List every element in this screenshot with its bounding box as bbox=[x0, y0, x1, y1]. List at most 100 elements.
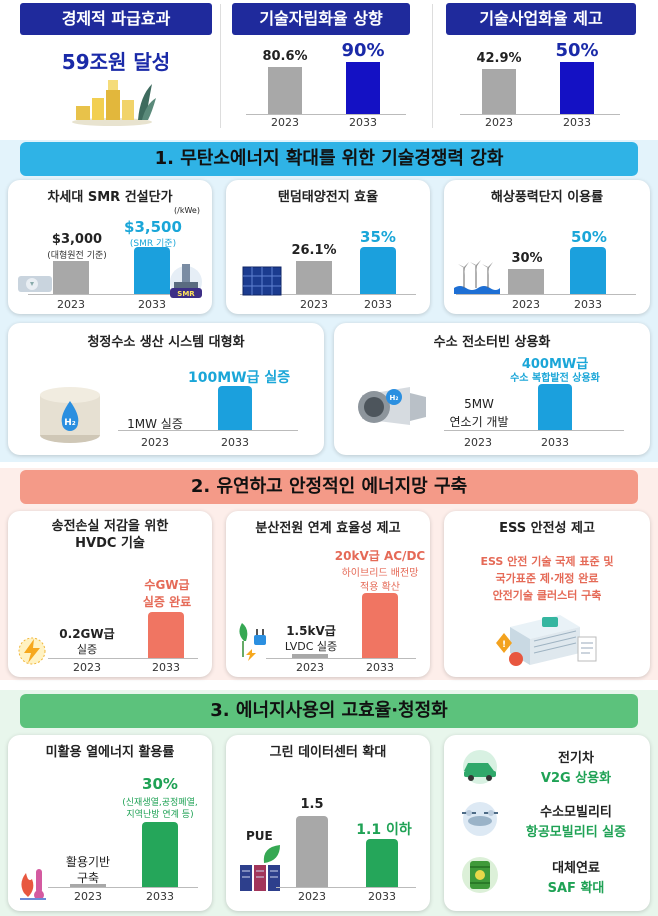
thermometer-icon bbox=[20, 869, 46, 900]
plug-leaf-icon bbox=[239, 623, 266, 661]
card-ess: ESS 안전성 제고 ESS 안전 기술 국제 표준 및 국가표준 제·개정 완… bbox=[444, 511, 650, 677]
gas-turbine-icon: H₂ bbox=[358, 387, 426, 425]
offshore-baseline bbox=[456, 294, 636, 295]
h2prod-bar-2033 bbox=[218, 386, 252, 430]
commercialization-year-2023: 2023 bbox=[485, 116, 513, 129]
self-reliance-label-2023: 80.6% bbox=[262, 49, 308, 64]
smr-year-2033: 2033 bbox=[138, 298, 166, 311]
hvdc-bar-2033 bbox=[148, 612, 184, 658]
h2prod-title: 청정수소 생산 시스템 대형화 bbox=[87, 335, 245, 350]
h2turbine-v1a: 5MW bbox=[464, 397, 494, 411]
card-dist: 분산전원 연계 효율성 제고 1.5kV급 LVDC 실증 20kV급 AC/D… bbox=[226, 511, 430, 677]
dist-v2a: 20kV급 AC/DC bbox=[334, 549, 426, 563]
heat-v2: 30% bbox=[142, 775, 178, 793]
ev-car-icon bbox=[463, 750, 497, 784]
card-h2prod: 청정수소 생산 시스템 대형화 H₂ 1MW 실증 100MW급 실증 2023… bbox=[8, 323, 324, 455]
hvdc-baseline bbox=[48, 658, 198, 659]
dist-v1b: LVDC 실증 bbox=[284, 640, 338, 653]
h2prod-v2: 100MW급 실증 bbox=[188, 370, 291, 386]
heat-v1a: 활용기반 bbox=[65, 855, 111, 869]
h2prod-v1: 1MW 실증 bbox=[127, 417, 183, 431]
heat-title: 미활용 열에너지 활용률 bbox=[45, 745, 175, 760]
h2prod-year-2023: 2023 bbox=[141, 436, 169, 449]
self-reliance-title: 기술자립화율 상향 bbox=[232, 3, 410, 35]
h2turbine-v2a: 400MW급 bbox=[521, 357, 589, 372]
h2turbine-bar-2033 bbox=[538, 384, 572, 430]
ev-sub: V2G 상용화 bbox=[540, 771, 612, 786]
hvdc-v1a: 0.2GW급 bbox=[59, 627, 115, 641]
ess-line-2: 국가표준 제·개정 완료 bbox=[495, 572, 599, 585]
tandem-v2: 35% bbox=[360, 228, 396, 246]
smr-baseline bbox=[28, 294, 198, 295]
offshore-bar-2033 bbox=[570, 247, 606, 294]
card-offshore: 해상풍력단지 이용률 30% 50% 2023 2033 bbox=[444, 180, 650, 314]
h2turbine-year-2033: 2033 bbox=[541, 436, 569, 449]
hvdc-v2b: 실증 완료 bbox=[142, 595, 192, 609]
card-tandem: 탠덤태양전지 효율 26.1% 35% 2023 2033 bbox=[226, 180, 430, 314]
h2m-sub: 항공모빌리티 실증 bbox=[525, 825, 627, 840]
datacenter-year-2023: 2023 bbox=[298, 890, 326, 903]
h2turbine-v1b: 연소기 개발 bbox=[449, 415, 509, 429]
gold-coins-icon bbox=[72, 80, 156, 126]
svg-text:!: ! bbox=[502, 640, 506, 650]
economic-title: 경제적 파급효과 bbox=[20, 3, 212, 35]
section-1-banner: 1. 무탄소에너지 확대를 위한 기술경쟁력 강화 bbox=[20, 142, 638, 176]
h2prod-baseline bbox=[118, 430, 298, 431]
dist-bar-2023 bbox=[292, 654, 328, 658]
offshore-v2: 50% bbox=[571, 228, 607, 246]
heat-v1b: 구축 bbox=[76, 871, 100, 885]
self-reliance-baseline bbox=[246, 114, 406, 115]
h2turbine-v2b: 수소 복합발전 상용화 bbox=[510, 373, 600, 384]
datacenter-v1: 1.5 bbox=[300, 797, 324, 812]
datacenter-v2: 1.1 이하 bbox=[356, 822, 412, 838]
tandem-v1: 26.1% bbox=[291, 243, 337, 258]
heat-bar-2033 bbox=[142, 822, 178, 887]
card-heat: 미활용 열에너지 활용률 활용기반 구축 30% (신재생열,공정폐열, 지역난… bbox=[8, 735, 212, 911]
air-mobility-icon bbox=[462, 802, 498, 836]
smr-unit: (/kWe) bbox=[174, 206, 200, 215]
lightning-icon bbox=[18, 637, 46, 665]
smr-plant-icon: SMR bbox=[170, 264, 202, 298]
card-hvdc: 송전손실 저감을 위한 HVDC 기술 0.2GW급 실증 수GW급 실증 완료… bbox=[8, 511, 212, 677]
datacenter-baseline bbox=[276, 887, 416, 888]
dist-baseline bbox=[266, 658, 416, 659]
pue-label: PUE bbox=[246, 829, 273, 843]
self-reliance-label-2033: 90% bbox=[341, 40, 385, 61]
offshore-v1: 30% bbox=[511, 251, 543, 266]
offshore-bar-2023 bbox=[508, 269, 544, 294]
section-2-banner: 2. 유연하고 안정적인 에너지망 구축 bbox=[20, 470, 638, 504]
dist-v1a: 1.5kV급 bbox=[286, 624, 336, 638]
tandem-year-2033: 2033 bbox=[364, 298, 392, 311]
h2turbine-title: 수소 전소터빈 상용화 bbox=[433, 335, 551, 350]
dist-title: 분산전원 연계 효율성 제고 bbox=[255, 521, 401, 536]
tandem-bar-2023 bbox=[296, 261, 332, 294]
h2m-title: 수소모빌리티 bbox=[540, 805, 612, 820]
commercialization-bar-2033 bbox=[560, 62, 594, 114]
smr-v2-sub: (SMR 기준) bbox=[129, 239, 177, 249]
commercialization-year-2033: 2033 bbox=[563, 116, 591, 129]
h2turbine-badge-text: H₂ bbox=[390, 394, 399, 402]
dist-bar-2033 bbox=[362, 593, 398, 658]
ess-container-icon: ! bbox=[496, 615, 597, 666]
h2prod-badge-text: H₂ bbox=[64, 418, 76, 428]
tandem-title: 탠덤태양전지 효율 bbox=[277, 190, 379, 205]
heat-v2-sub-a: (신재생열,공정폐열, bbox=[122, 798, 198, 808]
smr-year-2023: 2023 bbox=[57, 298, 85, 311]
divider-2 bbox=[432, 4, 433, 128]
smr-v2: $3,500 bbox=[124, 218, 182, 236]
dist-v2c: 적용 확산 bbox=[360, 582, 400, 593]
fuel-barrel-icon bbox=[462, 857, 498, 893]
datacenter-title: 그린 데이터센터 확대 bbox=[269, 745, 387, 760]
card-mobility: 전기차 V2G 상용화 수소모빌리티 항공모빌리티 실증 대체연료 SAF 확대 bbox=[444, 735, 650, 911]
commercialization-baseline bbox=[460, 114, 620, 115]
offshore-year-2033: 2033 bbox=[574, 298, 602, 311]
heat-year-2033: 2033 bbox=[146, 890, 174, 903]
fuel-title: 대체연료 bbox=[552, 861, 600, 876]
smr-v1-sub: (대형원전 기준) bbox=[47, 251, 107, 261]
h2turbine-baseline bbox=[444, 430, 624, 431]
electrolyzer-icon: H₂ bbox=[40, 387, 100, 443]
reactor-icon bbox=[18, 276, 52, 292]
server-leaf-icon bbox=[240, 845, 280, 891]
tandem-baseline bbox=[240, 294, 416, 295]
smr-v1: $3,000 bbox=[51, 232, 103, 247]
